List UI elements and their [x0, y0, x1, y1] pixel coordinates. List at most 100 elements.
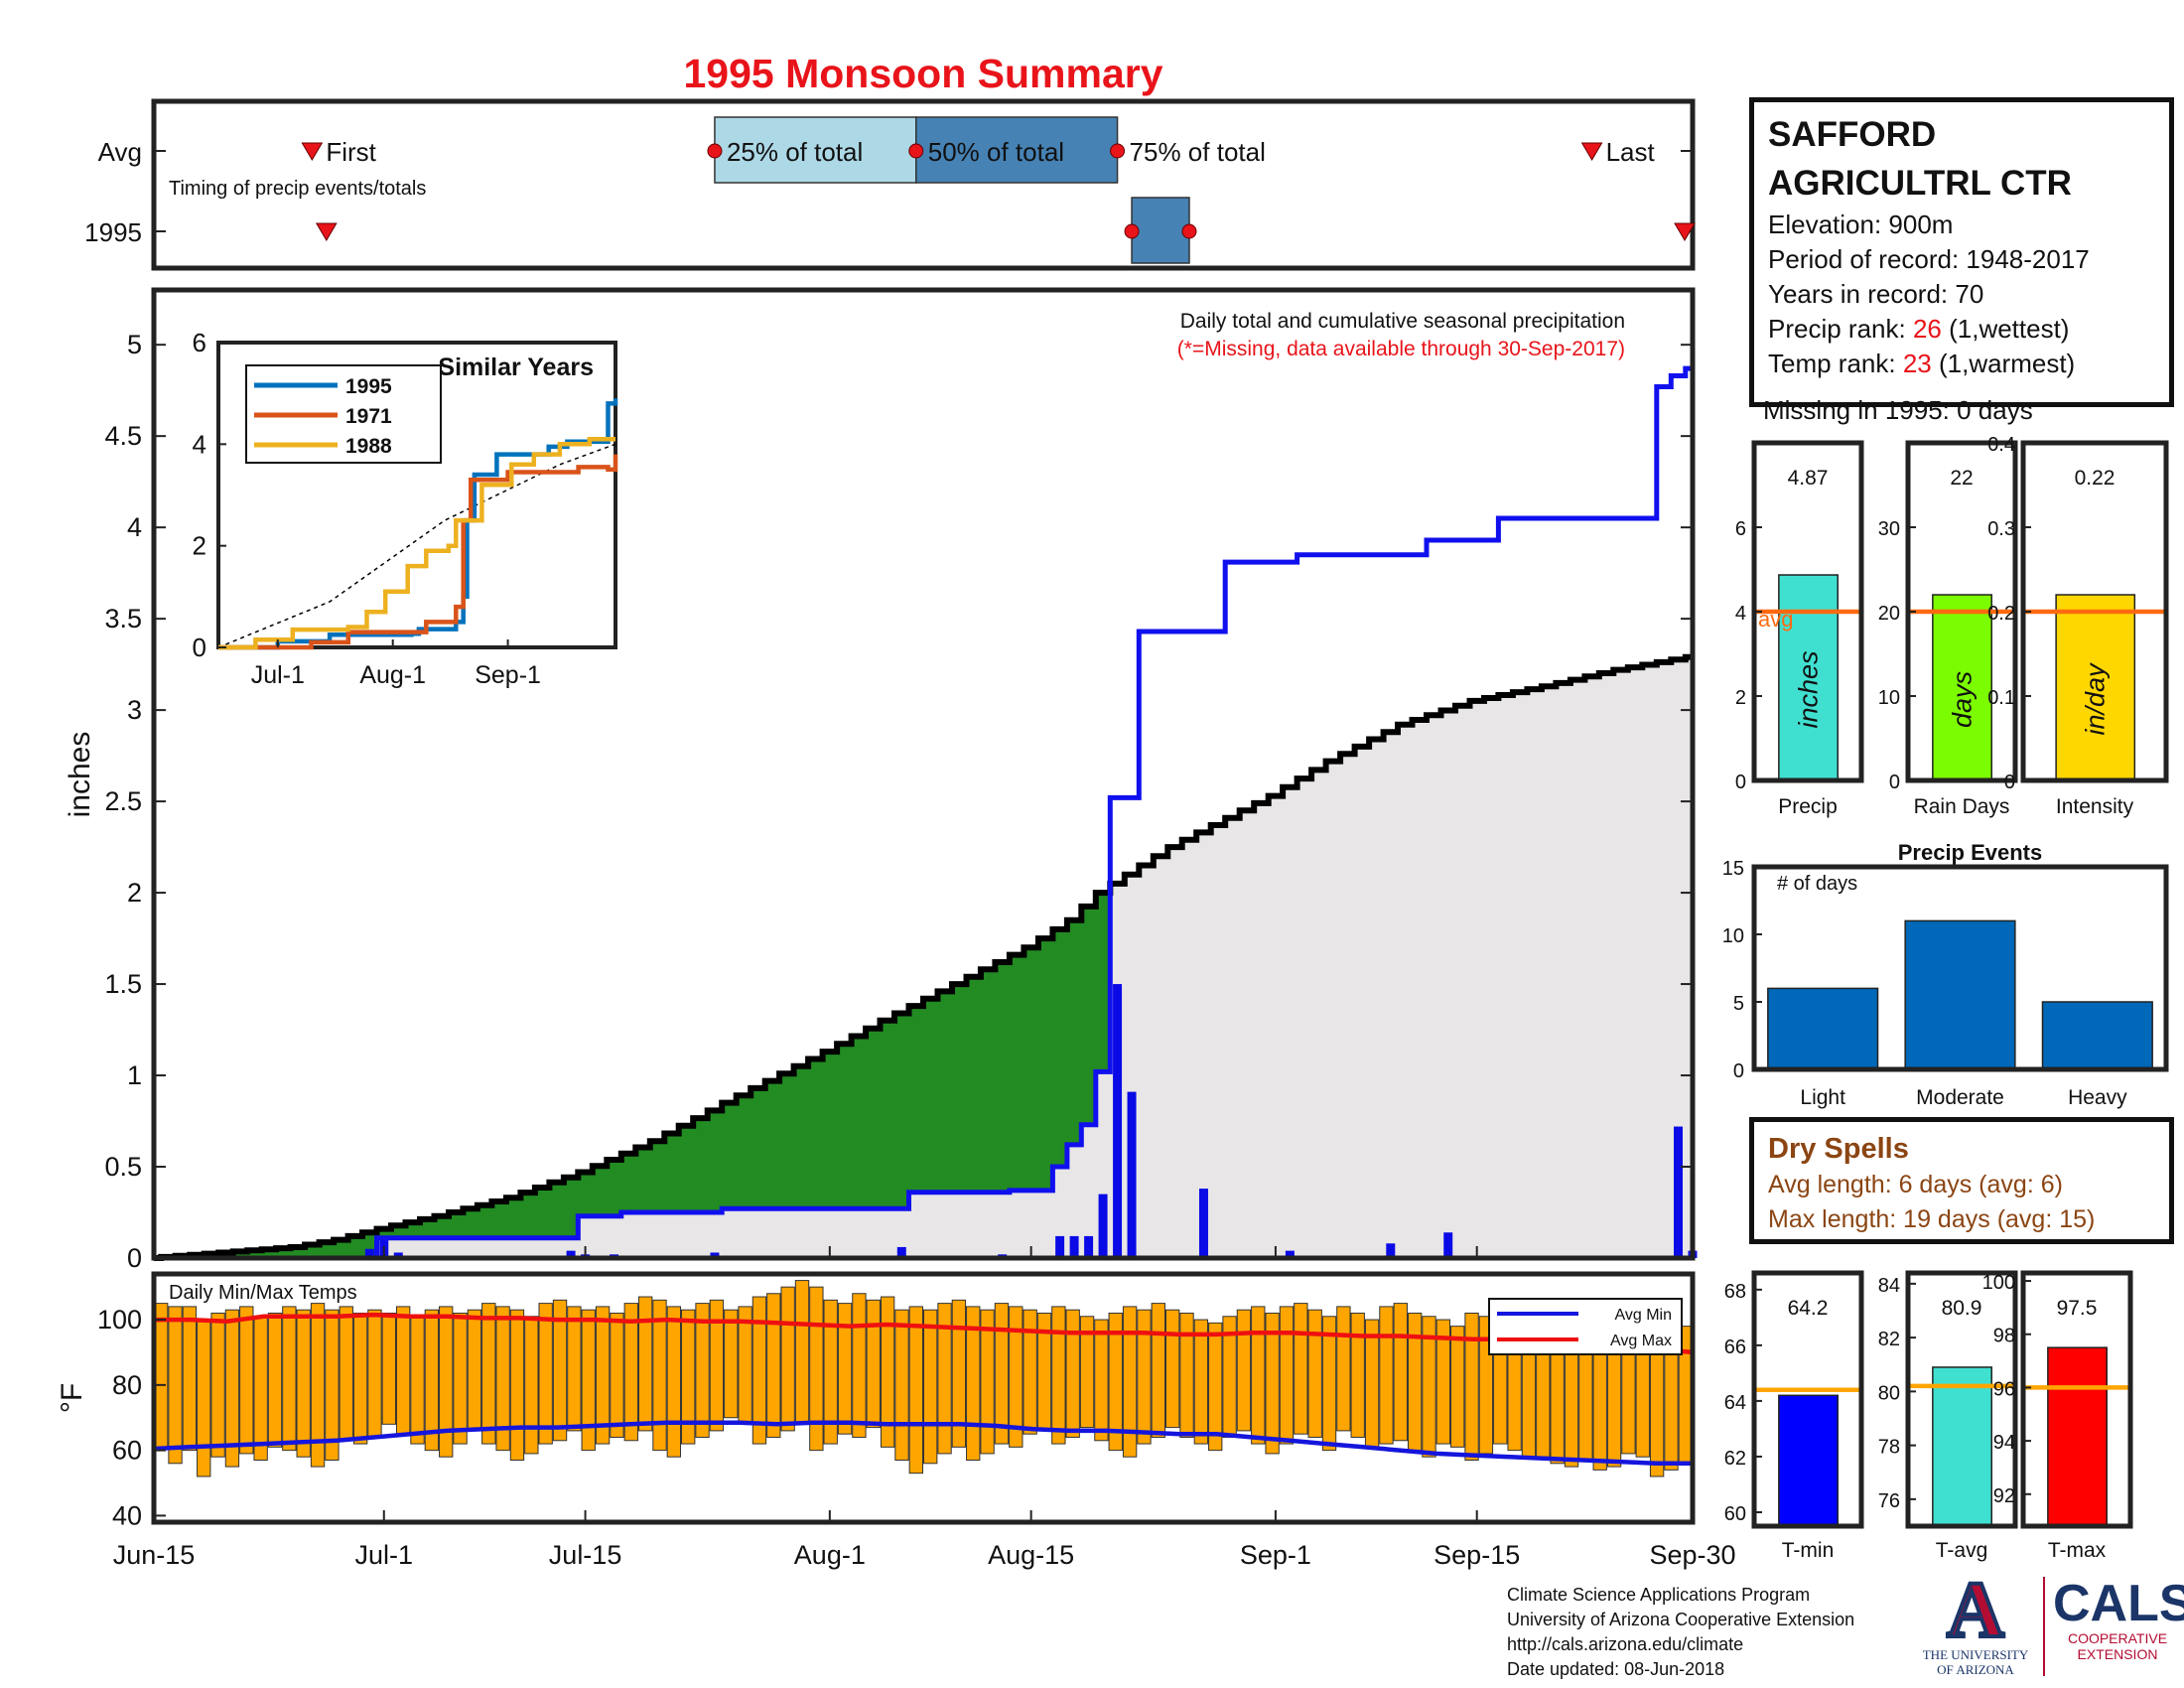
temp-y-tick-label: 40 [112, 1500, 142, 1530]
daily-temp-range-bar [168, 1306, 183, 1465]
daily-temp-range-bar [410, 1316, 425, 1445]
daily-temp-range-bar [809, 1286, 824, 1452]
daily-temp-range-bar [681, 1309, 696, 1445]
climatology-area [154, 656, 1693, 1258]
station-name-line2: AGRICULTRL CTR [1768, 164, 2072, 203]
daily-temp-range-bar [310, 1303, 326, 1468]
daily-temp-range-bar [552, 1299, 568, 1442]
events-bar-heavy [2041, 1001, 2153, 1070]
precip-rank-value: 26 [1912, 314, 1942, 344]
temp-panel-title: Daily Min/Max Temps [169, 1282, 357, 1304]
avg-last-event-marker [1580, 142, 1603, 161]
daily-temp-range-bar [567, 1306, 582, 1432]
stat-panel-title: Intensity [2056, 795, 2134, 818]
x-axis-tick-label: Aug-1 [794, 1540, 866, 1570]
daily-temp-range-bar [1422, 1316, 1436, 1458]
daily-temp-range-bar [966, 1306, 981, 1462]
stat-panel-title: T-min [1782, 1539, 1835, 1562]
inset-x-tick-label: Jul-1 [251, 661, 305, 689]
stat-y-tick-label: 94 [1993, 1432, 2015, 1454]
stat-value-label: 64.2 [1788, 1297, 1829, 1320]
avg-last-label: Last [1606, 137, 1656, 167]
daily-temp-range-bar [367, 1309, 382, 1438]
stat-bar-unit-label: days [1948, 671, 1978, 728]
stat-y-tick-label: 6 [1735, 518, 1746, 540]
daily-temp-range-bar [1164, 1309, 1180, 1429]
daily-temp-range-bar [1336, 1306, 1351, 1432]
temp-rank-value: 23 [1902, 349, 1932, 378]
temp-y-tick-label: 100 [97, 1305, 142, 1335]
stat-panel-frame [1905, 1270, 2018, 1529]
main-description-text: Daily total and cumulative seasonal prec… [1180, 310, 1625, 333]
daily-precip-bar [566, 1250, 576, 1258]
stat-value-label: 97.5 [2057, 1297, 2098, 1320]
main-y-tick-label: 4 [127, 512, 142, 542]
footer-credits: Climate Science Applications Program Uni… [1507, 1583, 1854, 1682]
daily-temp-range-bar [724, 1309, 739, 1419]
stat-value-label: 80.9 [1942, 1297, 1982, 1320]
timeline-row-label: 1995 [84, 217, 142, 247]
daily-temp-range-bar [1251, 1306, 1266, 1445]
inset-x-tick-label: Aug-1 [359, 661, 426, 689]
events-category-label: Heavy [2068, 1086, 2127, 1109]
cals-logo-text: CALS [2053, 1575, 2184, 1632]
timeline-annotation: Timing of precip events/totals [169, 178, 426, 200]
stat-y-tick-label: 0.3 [1987, 518, 2015, 540]
avg-quartile-marker [707, 143, 723, 159]
surplus-area [154, 368, 1693, 1259]
x-axis-tick-label: Jul-1 [355, 1540, 414, 1570]
daily-temp-range-bar [224, 1309, 240, 1468]
main-y-tick-label: 1 [127, 1060, 142, 1090]
stat-panel-title: Precip [1778, 795, 1838, 818]
stat-value-label: 0.22 [2075, 467, 2116, 490]
footer-line2: University of Arizona Cooperative Extens… [1507, 1610, 1855, 1629]
daily-temp-range-bar [182, 1306, 198, 1452]
daily-temp-range-bar [439, 1306, 454, 1458]
stat-bar-t-max [2047, 1346, 2108, 1527]
daily-temp-range-bar [210, 1312, 225, 1458]
daily-precip-bar [1084, 1235, 1094, 1258]
temp-rank-prefix: Temp rank: [1768, 349, 1903, 378]
main-y-tick-label: 5 [127, 330, 142, 359]
temp-legend-label: Avg Min [1614, 1307, 1672, 1324]
daily-temp-range-bar [738, 1306, 752, 1425]
temp-y-tick-label: 80 [112, 1370, 142, 1400]
x-axis-tick-label: Sep-15 [1433, 1540, 1520, 1570]
avg-min-temp-line [153, 1420, 1693, 1467]
main-y-axis-label: inches [64, 732, 96, 818]
ua-logo-line1: THE UNIVERSITY [1922, 1647, 2029, 1662]
stat-panel-frame [1751, 1270, 1864, 1529]
avg-second-half-box [915, 116, 1119, 184]
events-category-label: Moderate [1916, 1086, 2004, 1109]
avg-quartile-marker [908, 143, 924, 159]
y1995-last-event-marker [1674, 222, 1696, 241]
daily-temp-range-bar [253, 1316, 268, 1462]
station-precip-rank: Precip rank: 26 (1,wettest) [1768, 312, 2155, 347]
daily-temp-range-bar [154, 1303, 169, 1448]
station-info-box: SAFFORD AGRICULTRL CTR Elevation: 900m P… [1749, 97, 2174, 407]
stat-bar-unit-label: inches [1794, 650, 1824, 728]
main-plot-frame [151, 287, 1696, 1261]
footer-line1: Climate Science Applications Program [1507, 1585, 1811, 1605]
y1995-quartile-box [1131, 197, 1190, 264]
y1995-p25-marker [1124, 223, 1140, 239]
station-temp-rank: Temp rank: 23 (1,warmest) [1768, 347, 2155, 381]
daily-temp-range-bar [339, 1306, 353, 1442]
daily-temp-range-bar [1108, 1312, 1123, 1452]
events-bar-moderate [1904, 919, 2016, 1070]
stat-y-tick-label: 0.4 [1987, 434, 2015, 456]
station-years: Years in record: 70 [1768, 279, 1984, 309]
observed-cumulative-line [154, 365, 1693, 1261]
daily-temp-range-bar [709, 1299, 725, 1432]
daily-precip-bar [1098, 1194, 1108, 1258]
avg-quartile-marker [1110, 143, 1126, 159]
daily-temp-range-bar [1393, 1303, 1408, 1442]
stat-panel-title: Rain Days [1914, 795, 2010, 818]
main-y-tick-label: 0 [127, 1243, 142, 1273]
main-y-tick-label: 2 [127, 878, 142, 908]
stat-y-tick-label: 4 [1735, 603, 1746, 625]
daily-temp-range-bar [980, 1309, 995, 1455]
daily-precip-bar [1127, 1091, 1137, 1258]
similar-years-title: Similar Years [438, 353, 594, 381]
daily-temp-range-bar [894, 1309, 909, 1461]
